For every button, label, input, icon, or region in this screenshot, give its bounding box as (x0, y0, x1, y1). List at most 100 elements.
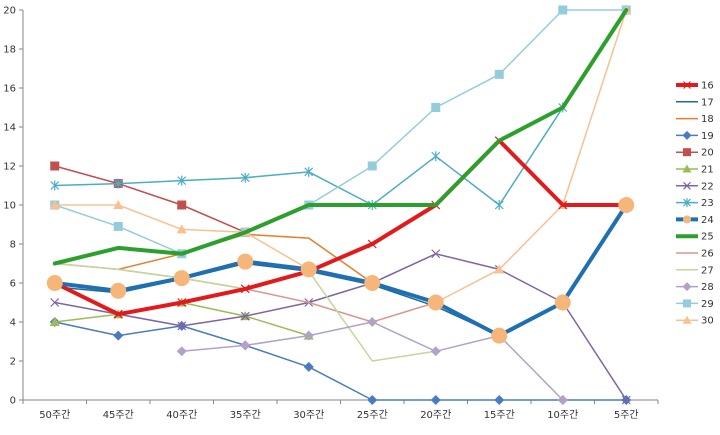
x-tick-label: 20주간 (420, 409, 451, 421)
data-point (49, 317, 60, 326)
data-point (682, 130, 692, 140)
series-line (54, 321, 628, 401)
legend-label: 28 (701, 282, 714, 293)
legend-item: 22 (676, 181, 714, 192)
data-point (177, 321, 187, 331)
series-19 (49, 317, 632, 405)
data-point (367, 239, 377, 249)
legend-label: 16 (701, 81, 714, 92)
data-point (431, 103, 441, 112)
legend-item: 20 (676, 148, 714, 159)
legend-item: 30 (676, 315, 714, 327)
data-point (303, 361, 314, 372)
data-point (618, 197, 635, 213)
legend-label: 22 (701, 181, 714, 192)
legend-item: 29 (676, 299, 714, 310)
data-point (46, 275, 63, 291)
data-point (427, 294, 444, 311)
data-point (177, 175, 187, 186)
legend-item: 26 (676, 249, 714, 260)
axes: 0 2 4 6 8 10 12 14 16 18 20 50주간 45주간 40주간 35주간 30주간 25주… (3, 6, 659, 421)
series-group (46, 5, 635, 405)
data-point (364, 275, 381, 291)
y-tick-label: 14 (3, 123, 16, 134)
data-point (682, 315, 692, 324)
legend-label: 21 (701, 165, 714, 176)
series-line (54, 9, 628, 206)
legend-label: 23 (701, 198, 714, 209)
legend: 16 17 18 19 20 21 22 23 24 25 26 27 28 29 30 (676, 81, 714, 327)
legend-item: 24 (676, 215, 714, 226)
y-tick-label: 2 (10, 357, 16, 368)
data-point (237, 253, 254, 270)
legend-item: 28 (676, 282, 714, 293)
data-point (494, 200, 504, 210)
data-point (113, 309, 123, 319)
data-point (176, 224, 187, 234)
data-point (110, 282, 127, 299)
legend-item: 17 (676, 97, 714, 108)
data-point (558, 5, 568, 15)
x-tick-label: 50주간 (39, 409, 70, 421)
data-point (177, 298, 187, 307)
data-point (430, 395, 441, 405)
y-tick-label: 18 (3, 45, 16, 56)
legend-label: 24 (701, 215, 714, 226)
data-point (491, 327, 508, 344)
data-point (430, 346, 441, 357)
data-point (240, 340, 251, 351)
x-tick-label: 40주간 (166, 409, 197, 421)
series-16 (50, 136, 631, 319)
x-tick-label: 35주간 (230, 409, 261, 421)
legend-label: 30 (701, 316, 714, 327)
y-tick-label: 8 (10, 240, 16, 251)
data-point (494, 69, 504, 79)
legend-label: 27 (701, 265, 714, 276)
legend-item: 23 (676, 198, 714, 209)
series-line (52, 8, 629, 266)
data-point (177, 200, 187, 210)
data-point (303, 330, 314, 341)
data-point (240, 311, 250, 321)
legend-label: 17 (701, 97, 714, 108)
legend-item: 19 (676, 130, 714, 142)
data-point (494, 264, 505, 274)
y-tick-label: 16 (3, 84, 16, 95)
data-point (367, 161, 377, 171)
data-point (431, 249, 441, 259)
series-line (54, 165, 247, 234)
data-point (50, 180, 60, 191)
legend-label: 29 (701, 299, 714, 310)
y-tick-label: 6 (10, 279, 16, 290)
data-point (554, 294, 571, 311)
y-tick-label: 0 (10, 396, 16, 407)
data-point (557, 395, 568, 405)
x-tick-label: 5주간 (614, 409, 639, 421)
data-point (367, 317, 378, 327)
legend-item: 16 (676, 81, 714, 92)
series-29 (50, 5, 631, 259)
y-tick-label: 10 (3, 201, 16, 212)
series-line (52, 203, 629, 338)
x-tick-label: 15주간 (484, 409, 515, 421)
data-point (621, 395, 631, 405)
data-point (113, 221, 123, 231)
data-point (176, 346, 187, 357)
data-point (683, 148, 691, 157)
series-23 (50, 5, 631, 210)
x-tick-label: 30주간 (293, 409, 324, 421)
series-line (52, 138, 629, 317)
data-point (240, 284, 250, 294)
data-point (431, 151, 441, 162)
data-point (683, 81, 691, 89)
legend-marker (683, 215, 691, 224)
series-20 (50, 161, 250, 237)
data-point (367, 395, 378, 405)
data-point (50, 161, 60, 171)
legend-item: 18 (676, 114, 714, 125)
legend-label: 19 (701, 131, 714, 142)
data-point (50, 298, 60, 307)
data-point (494, 395, 505, 405)
